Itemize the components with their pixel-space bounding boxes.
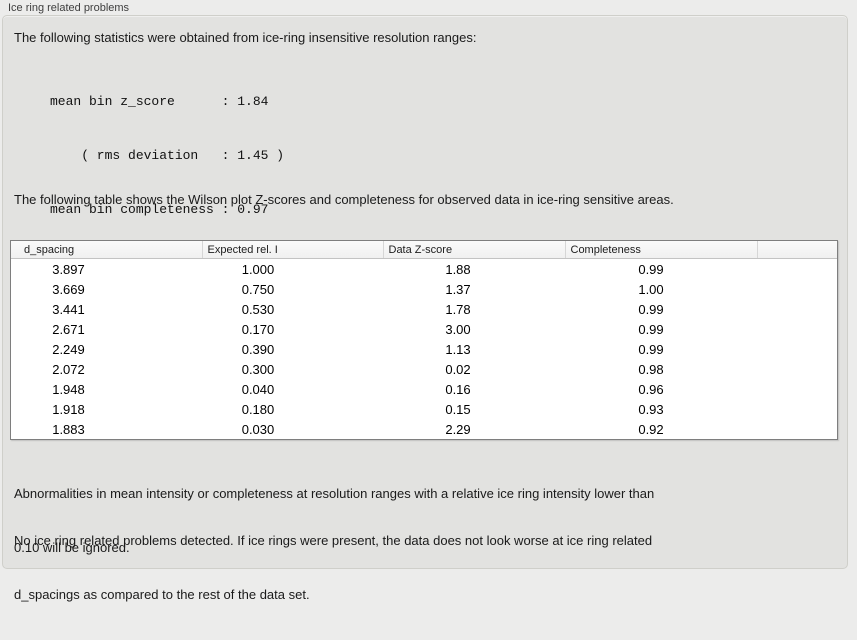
conclusion-text: No ice ring related problems detected. I… — [14, 496, 652, 640]
table-row[interactable]: 3.669 0.750 1.37 1.00 — [11, 279, 837, 299]
table-cell: 1.13 — [445, 341, 471, 357]
ice-ring-table-body: 3.897 1.000 1.88 0.99 3.669 0.750 1.37 1.00 3.44… — [11, 259, 837, 440]
table-cell: 1.918 — [52, 401, 85, 417]
table-cell: 1.883 — [52, 421, 85, 437]
table-cell — [757, 299, 837, 319]
stat-mean-bin-completeness: mean bin completeness : 0.97 — [50, 202, 269, 217]
table-cell: 2.671 — [52, 321, 85, 337]
table-cell: 3.669 — [52, 281, 85, 297]
table-cell: 0.180 — [241, 401, 275, 417]
conclusion-line: No ice ring related problems detected. I… — [14, 533, 653, 548]
intro-text: The following statistics were obtained f… — [14, 30, 477, 45]
stat-mean-bin-z-score: mean bin z_score : 1.84 — [50, 94, 269, 109]
table-cell — [757, 279, 837, 299]
column-header-d-spacing[interactable]: d_spacing — [11, 241, 202, 259]
table-description-line: The following table shows the Wilson plo… — [14, 192, 674, 207]
table-cell: 0.030 — [241, 421, 275, 437]
table-cell — [757, 379, 837, 399]
table-cell — [757, 259, 837, 280]
table-cell: 0.02 — [445, 361, 471, 377]
table-cell: 0.170 — [241, 321, 275, 337]
table-cell: 0.99 — [638, 321, 664, 337]
table-cell — [757, 359, 837, 379]
table-cell: 3.00 — [445, 321, 471, 337]
table-row[interactable]: 3.897 1.000 1.88 0.99 — [11, 259, 837, 280]
table-cell: 0.92 — [638, 421, 664, 437]
table-cell: 2.072 — [52, 361, 85, 377]
column-header-empty[interactable] — [756, 241, 837, 259]
table-cell: 0.300 — [241, 361, 275, 377]
table-cell — [757, 419, 837, 439]
table-cell: 0.040 — [241, 381, 275, 397]
ignore-note-line: Abnormalities in mean intensity or compl… — [14, 486, 655, 501]
table-cell — [757, 339, 837, 359]
table-cell: 0.99 — [638, 341, 664, 357]
table-cell: 1.948 — [52, 381, 85, 397]
table-row[interactable]: 2.671 0.170 3.00 0.99 — [11, 319, 837, 339]
table-cell: 0.390 — [241, 341, 275, 357]
table-row[interactable]: 1.883 0.030 2.29 0.92 — [11, 419, 837, 439]
stat-z-score-rms-deviation: ( rms deviation : 1.45 ) — [50, 148, 285, 163]
table-header-row: d_spacing Expected rel. I Data Z-score C… — [11, 241, 837, 259]
table-row[interactable]: 1.918 0.180 0.15 0.93 — [11, 399, 837, 419]
ice-ring-panel: The following statistics were obtained f… — [2, 15, 848, 602]
table-cell: 0.99 — [638, 301, 664, 317]
table-cell: 0.15 — [445, 401, 471, 417]
column-header-completeness[interactable]: Completeness — [564, 241, 757, 259]
table-row[interactable]: 1.948 0.040 0.16 0.96 — [11, 379, 837, 399]
ice-ring-table-grid: d_spacing Expected rel. I Data Z-score C… — [11, 241, 837, 439]
ice-ring-table: d_spacing Expected rel. I Data Z-score C… — [10, 240, 838, 440]
table-cell: 0.96 — [638, 381, 664, 397]
table-cell — [757, 319, 837, 339]
table-cell: 0.750 — [241, 281, 275, 297]
table-cell: 1.88 — [445, 261, 471, 277]
column-header-data-z-score[interactable]: Data Z-score — [382, 241, 565, 259]
table-cell: 2.29 — [445, 421, 471, 437]
table-cell: 3.441 — [52, 301, 85, 317]
table-cell: 0.530 — [241, 301, 275, 317]
table-cell: 1.78 — [445, 301, 471, 317]
table-cell: 0.16 — [445, 381, 471, 397]
column-header-expected-rel-i[interactable]: Expected rel. I — [201, 241, 383, 259]
table-cell: 2.249 — [52, 341, 85, 357]
conclusion-line: d_spacings as compared to the rest of th… — [14, 587, 310, 602]
table-cell — [757, 399, 837, 419]
table-cell: 1.000 — [241, 261, 275, 277]
table-cell: 3.897 — [52, 261, 85, 277]
table-row[interactable]: 2.072 0.300 0.02 0.98 — [11, 359, 837, 379]
table-cell: 0.99 — [638, 261, 664, 277]
panel-title: Ice ring related problems — [8, 2, 130, 14]
table-row[interactable]: 2.249 0.390 1.13 0.99 — [11, 339, 837, 359]
table-cell: 1.37 — [445, 281, 471, 297]
table-cell: 1.00 — [638, 281, 664, 297]
table-row[interactable]: 3.441 0.530 1.78 0.99 — [11, 299, 837, 319]
table-cell: 0.93 — [638, 401, 664, 417]
table-cell: 0.98 — [638, 361, 664, 377]
